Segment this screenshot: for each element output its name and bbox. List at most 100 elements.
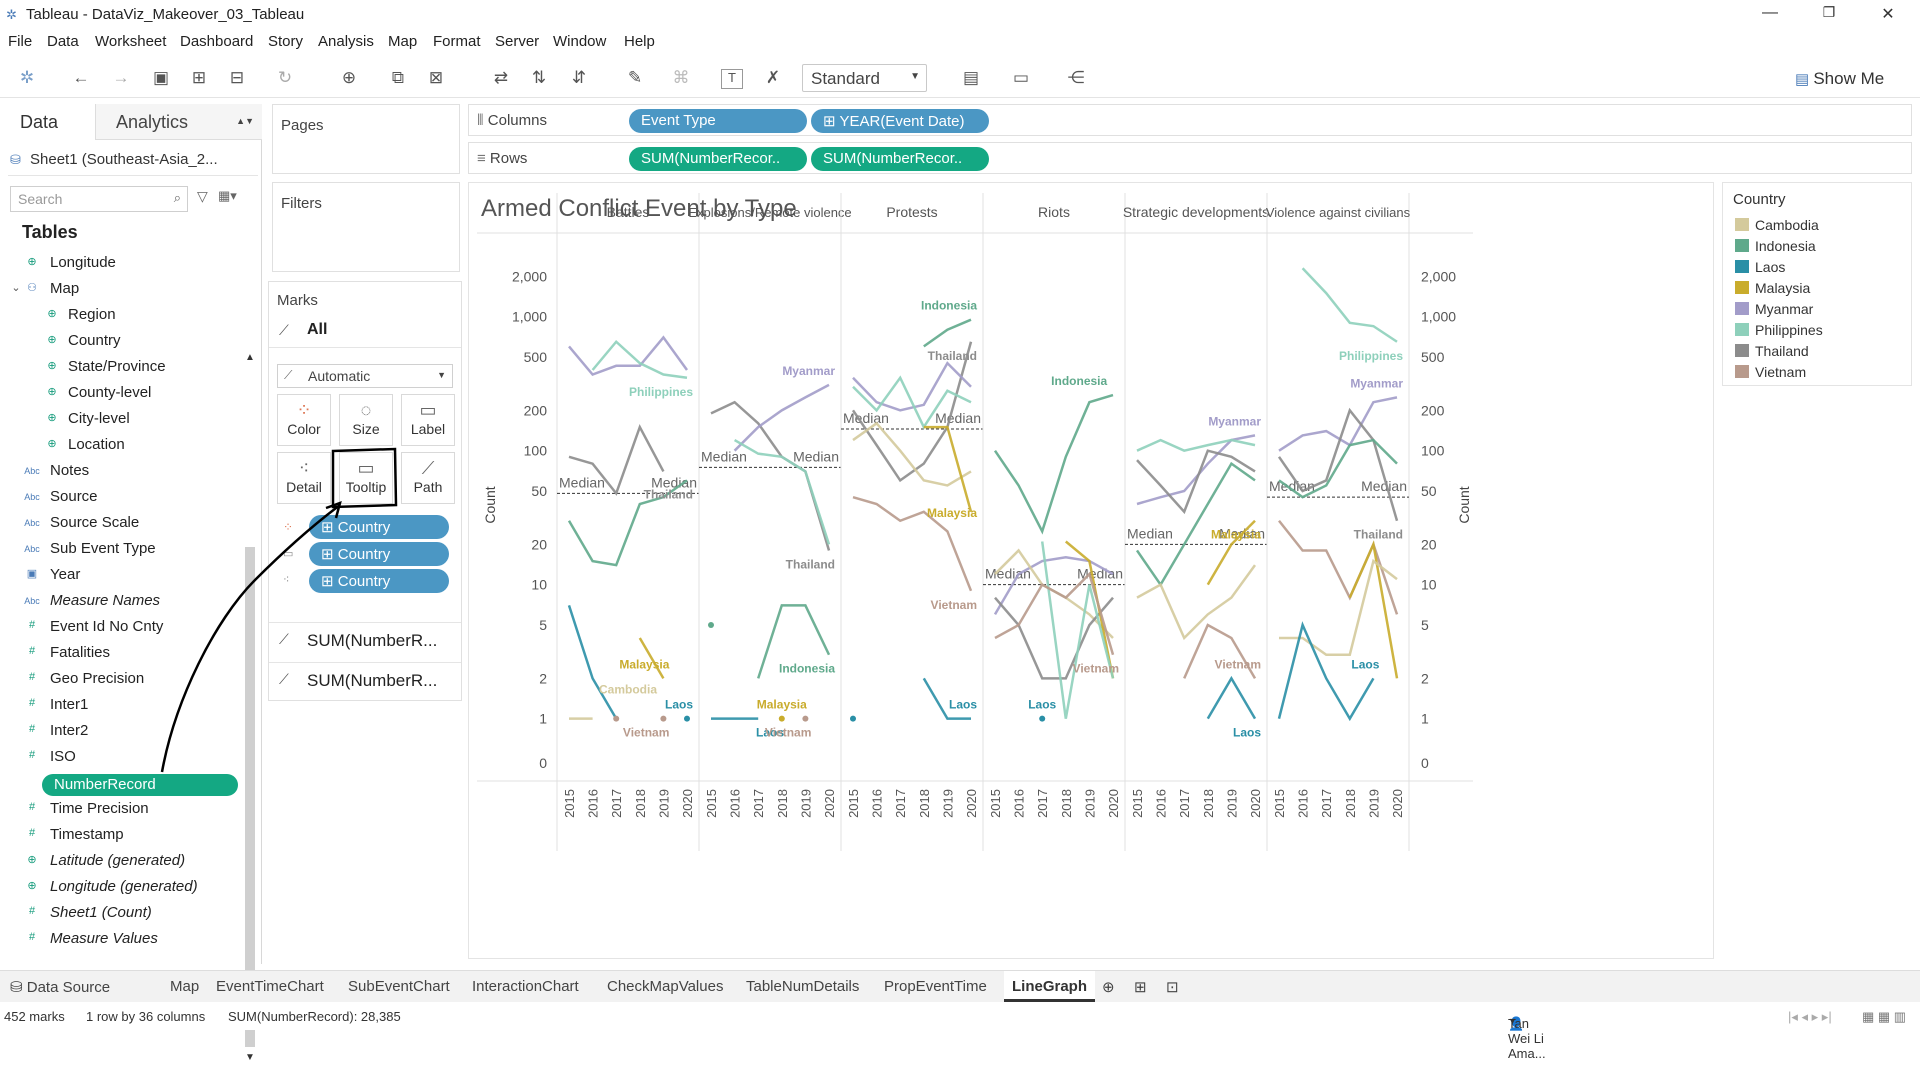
marks-measure-row-1[interactable]: ⟋ SUM(NumberR... <box>269 622 461 658</box>
legend-item[interactable]: Laos <box>1735 259 1785 275</box>
marks-pill-country-detail[interactable]: ⊞ Country <box>309 569 449 593</box>
marks-pill-country-tooltip[interactable]: ⊞ Country <box>309 542 449 566</box>
field-item[interactable]: ⊕ Longitude (generated) <box>0 876 240 900</box>
group-icon[interactable]: ⌘ <box>672 68 690 87</box>
menu-format[interactable]: Format <box>433 33 481 50</box>
pane-menu-icon[interactable]: ▲▼ <box>236 116 254 126</box>
sort-ascending-icon[interactable]: ⇅ <box>531 68 547 87</box>
new-datasource-icon[interactable]: ⊞ <box>191 68 207 87</box>
field-item[interactable]: ⊕ Longitude <box>0 252 240 276</box>
tab-eventtimechart[interactable]: EventTimeChart <box>216 978 324 995</box>
detail-button[interactable]: ⁖ Detail <box>277 452 331 504</box>
datasource-row[interactable]: ⛁ Sheet1 (Southeast-Asia_2... <box>8 146 258 176</box>
tab-data[interactable]: Data <box>0 104 100 140</box>
path-button[interactable]: ⟋ Path <box>401 452 455 504</box>
menu-map[interactable]: Map <box>388 33 418 50</box>
field-item[interactable]: # Time Precision <box>0 798 240 822</box>
pause-updates-icon[interactable]: ⊟ <box>229 68 245 87</box>
field-item[interactable]: # Geo Precision <box>0 668 240 692</box>
field-item[interactable]: ⊕ Location <box>0 434 240 458</box>
save-icon[interactable]: ▣ <box>152 68 170 87</box>
menu-story[interactable]: Story <box>268 33 304 50</box>
show-me-button[interactable]: ▤ Show Me <box>1795 69 1884 89</box>
new-story-tab-icon[interactable]: ⊡ <box>1166 979 1179 996</box>
clear-sheet-icon[interactable]: ⊠ <box>428 68 444 87</box>
field-item[interactable]: ⊕ Region <box>0 304 240 328</box>
legend-item[interactable]: Malaysia <box>1735 280 1810 296</box>
field-numberrecord-selected[interactable]: NumberRecord <box>42 774 238 796</box>
field-item[interactable]: # Fatalities <box>0 642 240 666</box>
worksheet-view[interactable]: Armed Conflict Event by Type 0 0 1 1 2 2 5 5 10 1… <box>468 182 1714 959</box>
legend-item[interactable]: Cambodia <box>1735 217 1819 233</box>
field-item[interactable]: Abc Sub Event Type <box>0 538 240 562</box>
restore-icon[interactable]: ❐ <box>1822 4 1836 20</box>
rows-pill-sum-1[interactable]: SUM(NumberRecor.. <box>629 147 807 171</box>
menu-analysis[interactable]: Analysis <box>318 33 374 50</box>
sort-descending-icon[interactable]: ⇵ <box>571 68 587 87</box>
pages-card[interactable]: Pages <box>272 104 460 174</box>
field-item[interactable]: # Event Id No Cnty <box>0 616 240 640</box>
minimize-icon[interactable]: — <box>1762 4 1778 21</box>
menu-server[interactable]: Server <box>495 33 540 50</box>
view-toggle-icons[interactable]: ▦ ▦ ▥ <box>1862 1009 1907 1024</box>
redo-icon[interactable]: → <box>112 68 130 87</box>
show-mark-labels-icon[interactable]: T <box>721 69 743 89</box>
field-item[interactable]: ▣ Year <box>0 564 240 588</box>
search-input[interactable]: Search ⌕ <box>10 186 188 212</box>
menu-worksheet[interactable]: Worksheet <box>95 33 167 50</box>
menu-window[interactable]: Window <box>553 33 607 50</box>
scroll-down-icon[interactable]: ▼ <box>245 1052 255 1063</box>
new-dashboard-tab-icon[interactable]: ⊞ <box>1134 979 1147 996</box>
new-worksheet-tab-icon[interactable]: ⊕ <box>1102 979 1115 996</box>
rows-pill-sum-2[interactable]: SUM(NumberRecor.. <box>811 147 989 171</box>
scrollbar[interactable]: ▲ ▼ <box>243 352 257 1066</box>
color-button[interactable]: ⁘ Color <box>277 394 331 446</box>
marks-measure-row-2[interactable]: ⟋ SUM(NumberR... <box>269 662 461 698</box>
close-icon[interactable]: ✕ <box>1881 6 1895 23</box>
legend-item[interactable]: Vietnam <box>1735 364 1806 380</box>
tab-map[interactable]: Map <box>170 978 200 995</box>
highlight-icon[interactable]: ✎ <box>627 68 643 87</box>
refresh-icon[interactable]: ↻ <box>277 68 293 87</box>
field-item[interactable]: # Inter2 <box>0 720 240 744</box>
field-item[interactable]: ⊕ Country <box>0 330 240 354</box>
presentation-mode-icon[interactable]: ▭ <box>1012 68 1030 87</box>
filters-card[interactable]: Filters <box>272 182 460 272</box>
menu-help[interactable]: Help <box>624 33 655 50</box>
scroll-up-icon[interactable]: ▲ <box>245 352 255 363</box>
sheet-nav-icons[interactable]: |◂ ◂ ▸ ▸| <box>1788 1009 1832 1024</box>
collapse-icon[interactable]: ⌄ <box>11 282 21 294</box>
fit-dropdown[interactable]: Standard ▼ <box>802 64 927 92</box>
field-item[interactable]: Abc Notes <box>0 460 240 484</box>
field-item[interactable]: # Sheet1 (Count) <box>0 902 240 926</box>
field-item[interactable]: # Inter1 <box>0 694 240 718</box>
tab-checkmapvalues[interactable]: CheckMapValues <box>607 978 724 995</box>
color-legend[interactable]: Country Cambodia Indonesia Laos Malaysia Mya… <box>1722 182 1912 386</box>
field-item[interactable]: ⊕ County-level <box>0 382 240 406</box>
field-item[interactable]: # Measure Values <box>0 928 240 952</box>
share-icon[interactable]: ⋲ <box>1067 68 1085 87</box>
tab-subeventchart[interactable]: SubEventChart <box>348 978 450 995</box>
tooltip-button[interactable]: ▭ Tooltip <box>339 452 393 504</box>
field-item[interactable]: ⊕ City-level <box>0 408 240 432</box>
mark-type-dropdown[interactable]: ⟋ Automatic ▼ <box>277 364 453 388</box>
legend-item[interactable]: Indonesia <box>1735 238 1816 254</box>
marks-all-row[interactable]: ⟋ All <box>269 316 461 348</box>
undo-icon[interactable]: ← <box>72 68 90 87</box>
field-item[interactable]: Abc Measure Names <box>0 590 240 614</box>
field-item[interactable]: # ISO <box>0 746 240 770</box>
swap-icon[interactable]: ⇄ <box>493 68 509 87</box>
legend-item[interactable]: Thailand <box>1735 343 1809 359</box>
new-worksheet-icon[interactable]: ⊕ <box>341 68 357 87</box>
columns-shelf[interactable]: ⦀ Columns Event Type ⊞ YEAR(Event Date) <box>468 104 1912 136</box>
menu-file[interactable]: File <box>8 33 33 50</box>
columns-pill-event-type[interactable]: Event Type <box>629 109 807 133</box>
scroll-thumb[interactable] <box>245 547 255 1047</box>
view-options-icon[interactable]: ▦▾ <box>218 188 237 203</box>
legend-item[interactable]: Philippines <box>1735 322 1823 338</box>
field-item[interactable]: Abc Source <box>0 486 240 510</box>
filter-icon[interactable]: ▽ <box>197 188 208 204</box>
show-cards-icon[interactable]: ▤ <box>962 68 980 87</box>
fix-axes-icon[interactable]: ✗ <box>765 68 781 87</box>
tab-data-source[interactable]: ⛁ Data Source <box>10 978 110 996</box>
